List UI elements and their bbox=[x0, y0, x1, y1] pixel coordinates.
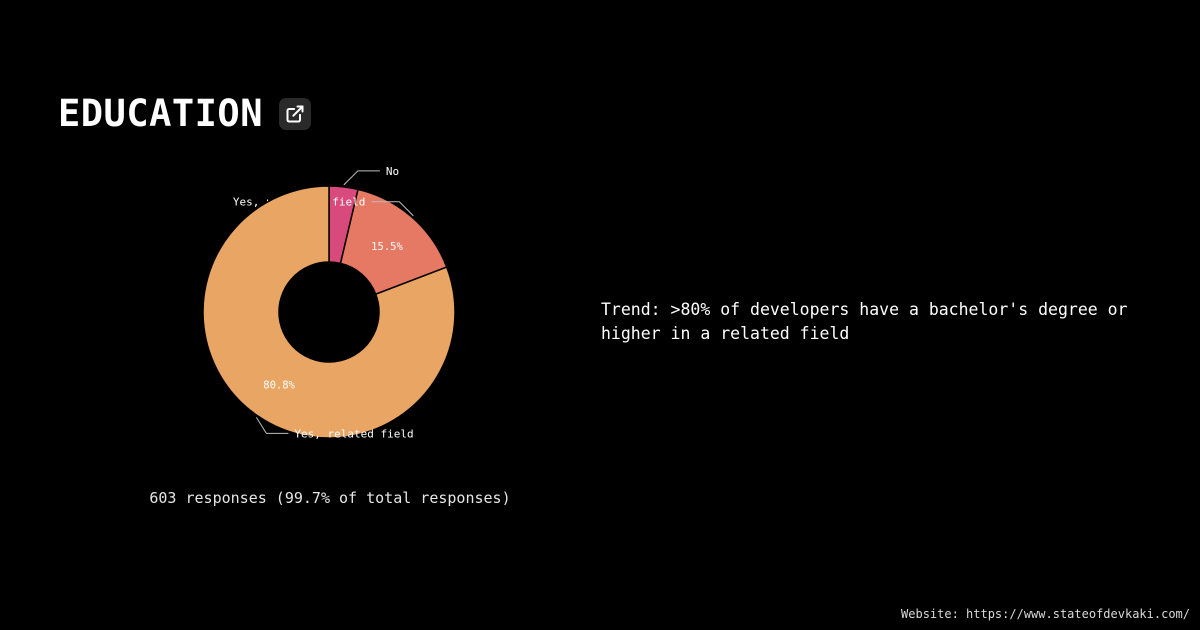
value-label-yes-unrelated-field: 15.5% bbox=[371, 241, 403, 253]
leader-line-yes-unrelated-field bbox=[371, 201, 414, 217]
category-label-yes-related-field: Yes, related field bbox=[294, 427, 413, 440]
responses-count: 603 responses (99.7% of total responses) bbox=[149, 489, 511, 507]
external-link-icon bbox=[286, 105, 304, 122]
trend-text: Trend: >80% of developers have a bachelo… bbox=[601, 300, 1128, 343]
header: EDUCATION bbox=[58, 92, 311, 135]
leader-line-yes-related-field bbox=[255, 417, 289, 434]
external-link-button[interactable] bbox=[278, 97, 311, 130]
leader-line-no bbox=[343, 170, 380, 186]
slice-yes-related-field bbox=[202, 185, 456, 439]
value-label-yes-related-field: 80.8% bbox=[263, 379, 295, 391]
page-title: EDUCATION bbox=[58, 92, 263, 135]
website-link[interactable]: Website: https://www.stateofdevkaki.com/ bbox=[901, 607, 1190, 621]
category-label-no: No bbox=[386, 165, 399, 178]
